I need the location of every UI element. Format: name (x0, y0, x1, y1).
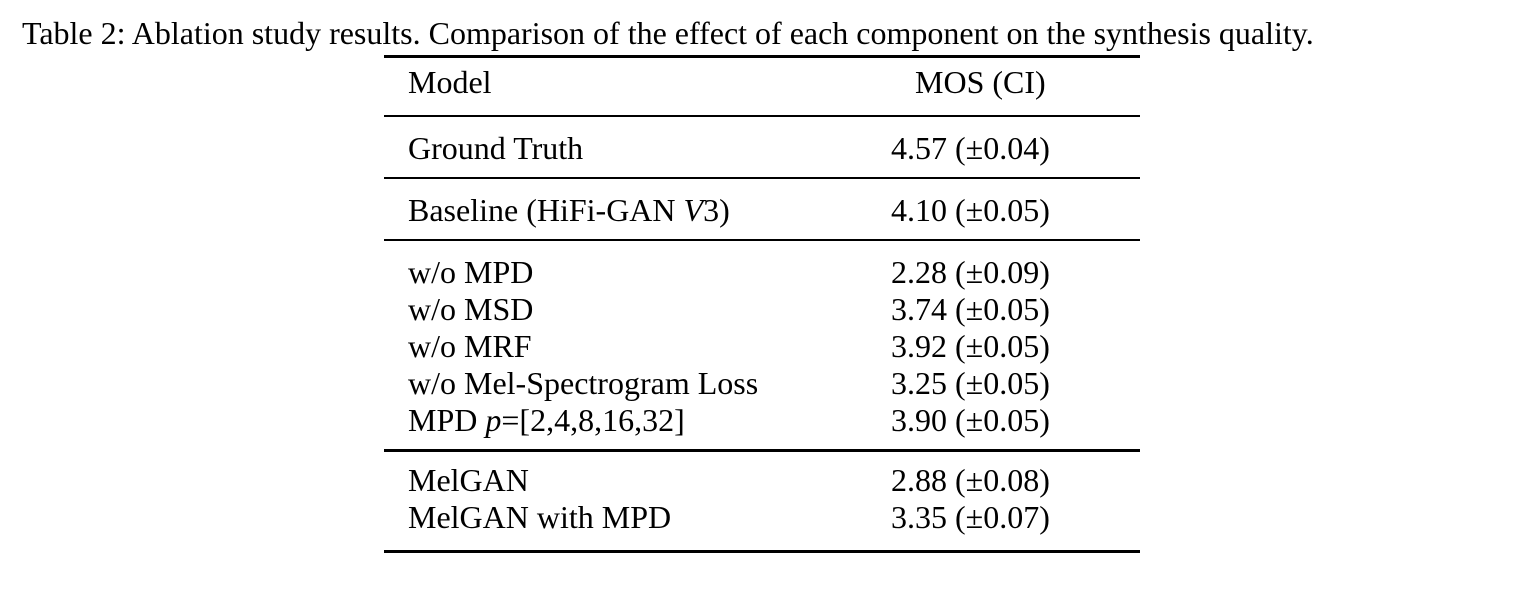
group-rule (384, 239, 1140, 241)
model-cell: Baseline (HiFi-GAN V3) (408, 192, 730, 228)
ablation-table: Model MOS (CI) Ground Truth 4.57 (±0.04)… (384, 55, 1140, 553)
table-row: MelGAN with MPD 3.35 (±0.07) (384, 499, 1140, 536)
model-cell: MPD p=[2,4,8,16,32] (408, 402, 685, 438)
mos-cell: 3.74 (±0.05) (891, 291, 1050, 327)
table-row: Ground Truth 4.57 (±0.04) (384, 130, 1140, 167)
table-row: w/o MPD 2.28 (±0.09) (384, 254, 1140, 291)
model-cell: w/o Mel-Spectrogram Loss (408, 365, 759, 401)
mos-cell: 3.25 (±0.05) (891, 365, 1050, 401)
model-cell: MelGAN with MPD (408, 499, 672, 535)
bottom-rule (384, 550, 1140, 553)
table-row: w/o Mel-Spectrogram Loss 3.25 (±0.05) (384, 365, 1140, 402)
mos-cell: 4.57 (±0.04) (891, 130, 1050, 166)
model-cell: w/o MSD (408, 291, 534, 327)
header-model: Model (408, 64, 492, 100)
group-rule (384, 449, 1140, 452)
table-row: MPD p=[2,4,8,16,32] 3.90 (±0.05) (384, 402, 1140, 439)
mos-cell: 3.90 (±0.05) (891, 402, 1050, 438)
top-rule (384, 55, 1140, 58)
model-cell: w/o MPD (408, 254, 534, 290)
mos-cell: 2.88 (±0.08) (891, 462, 1050, 498)
model-cell: MelGAN (408, 462, 529, 498)
mos-cell: 3.92 (±0.05) (891, 328, 1050, 364)
table-row: w/o MRF 3.92 (±0.05) (384, 328, 1140, 365)
group-rule (384, 177, 1140, 179)
header-mos: MOS (CI) (915, 64, 1046, 100)
mos-cell: 2.28 (±0.09) (891, 254, 1050, 290)
table-caption: Table 2: Ablation study results. Compari… (22, 15, 1314, 51)
mos-cell: 4.10 (±0.05) (891, 192, 1050, 228)
table-row: Baseline (HiFi-GAN V3) 4.10 (±0.05) (384, 192, 1140, 229)
model-cell: Ground Truth (408, 130, 584, 166)
header-rule (384, 115, 1140, 117)
table-row: MelGAN 2.88 (±0.08) (384, 462, 1140, 499)
header-row: Model MOS (CI) (384, 64, 1140, 101)
mos-cell: 3.35 (±0.07) (891, 499, 1050, 535)
model-cell: w/o MRF (408, 328, 532, 364)
table-row: w/o MSD 3.74 (±0.05) (384, 291, 1140, 328)
